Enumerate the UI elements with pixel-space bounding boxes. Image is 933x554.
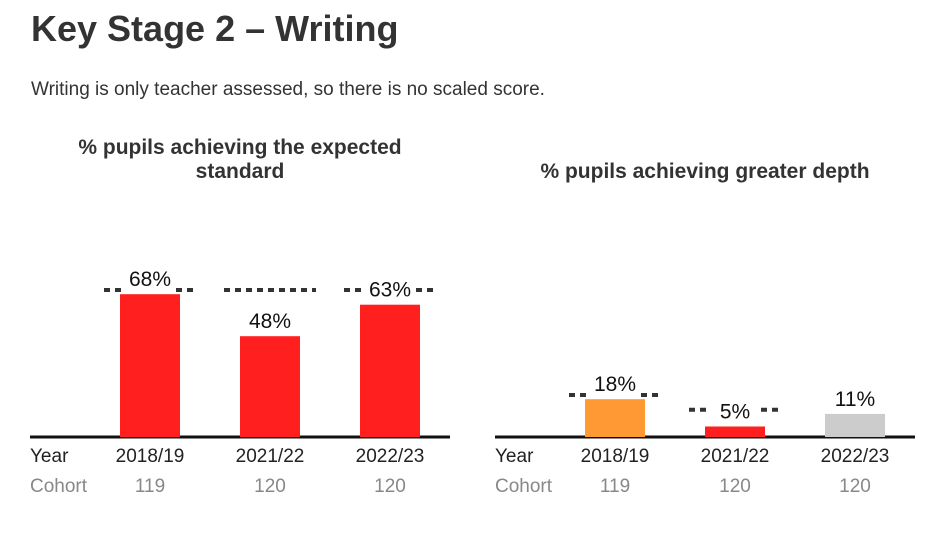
cohort-value: 120 xyxy=(254,476,286,497)
chart-title-line: standard xyxy=(195,160,285,183)
bar-value-label: 5% xyxy=(720,401,750,424)
x-tick-label: 2018/19 xyxy=(581,446,650,467)
cohort-value: 119 xyxy=(600,476,630,497)
bar-value-label: 18% xyxy=(594,373,636,396)
bar xyxy=(120,294,180,437)
cohort-value: 120 xyxy=(839,476,871,497)
bar xyxy=(705,426,765,437)
bar xyxy=(585,399,645,437)
row-label-cohort: Cohort xyxy=(495,476,553,497)
bar-value-label: 48% xyxy=(249,310,291,333)
expected-standard-chart: Year Cohort 68% 2018/19 119 48% 2021/22 120 63% 2… xyxy=(30,268,450,497)
x-tick-label: 2022/23 xyxy=(356,446,425,467)
page-title: Key Stage 2 – Writing xyxy=(31,8,399,49)
chart-title-expected-standard: % pupils achieving the expected standard xyxy=(30,136,450,184)
x-tick-label: 2022/23 xyxy=(821,446,890,467)
cohort-value: 120 xyxy=(719,476,751,497)
row-label-year: Year xyxy=(30,446,69,467)
x-tick-label: 2018/19 xyxy=(116,446,185,467)
row-label-cohort: Cohort xyxy=(30,476,88,497)
greater-depth-chart: Year Cohort 18% 2018/19 119 5% 2021/22 120 11% 20… xyxy=(495,373,915,497)
x-tick-label: 2021/22 xyxy=(701,446,770,467)
bar-value-label: 11% xyxy=(835,388,875,411)
cohort-value: 119 xyxy=(135,476,165,497)
x-tick-label: 2021/22 xyxy=(236,446,305,467)
intro-text: Writing is only teacher assessed, so the… xyxy=(31,79,545,100)
row-label-year: Year xyxy=(495,446,534,467)
chart-title-greater-depth: % pupils achieving greater depth xyxy=(495,160,915,184)
bar-value-label: 63% xyxy=(369,279,411,302)
cohort-value: 120 xyxy=(374,476,406,497)
chart-title-line: % pupils achieving the expected xyxy=(78,136,402,159)
bar xyxy=(360,304,420,437)
chart-title-line: % pupils achieving greater depth xyxy=(540,160,870,183)
bar xyxy=(825,413,885,437)
bar xyxy=(240,336,300,437)
bar-value-label: 68% xyxy=(129,268,171,291)
